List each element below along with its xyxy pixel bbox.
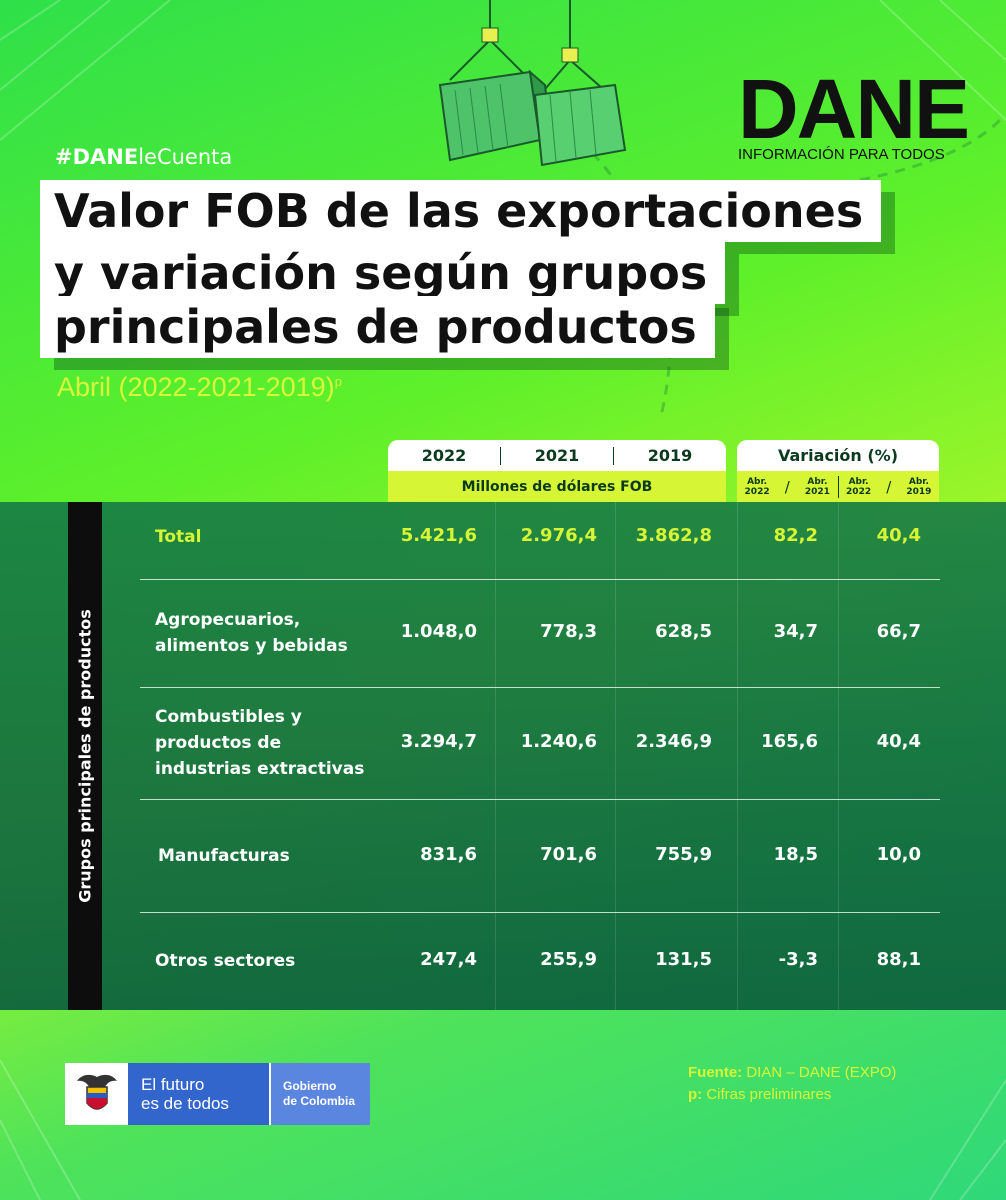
table-cell: 40,4 (876, 524, 921, 546)
year-header-2022: 2022 (421, 446, 467, 465)
header-divider (613, 446, 614, 465)
gov-logo: El futuro es de todos Gobierno de Colombia (65, 1063, 370, 1125)
table-cell: -3,3 (778, 949, 818, 970)
table-cell: 10,0 (876, 843, 921, 865)
gov-slogan: El futuro es de todos (128, 1063, 269, 1125)
table-cell: 3.294,7 (400, 731, 477, 752)
row-separator (140, 912, 940, 913)
colombia-coat-of-arms-icon (65, 1063, 128, 1125)
side-bar (68, 502, 102, 1010)
table-cell: 131,5 (655, 949, 712, 970)
table-cell: 88,1 (876, 949, 921, 970)
subtitle: Abril (2022-2021-2019)p (57, 372, 342, 402)
column-divider (615, 502, 616, 1010)
table-cell: 165,6 (761, 731, 818, 752)
title-line-1: Valor FOB de las exportaciones (40, 180, 882, 242)
column-divider (495, 502, 496, 1010)
table-panel (0, 502, 1006, 1010)
table-cell: 2.976,4 (520, 524, 597, 546)
title-line-2: y variación según grupos (40, 242, 726, 304)
table-cell: 1.240,6 (520, 731, 597, 752)
table-cell: 247,4 (420, 949, 477, 970)
fob-subheader: Millones de dólares FOB (388, 471, 726, 502)
row-label: Agropecuarios, alimentos y bebidas (155, 610, 348, 656)
table-cell: 255,9 (540, 949, 597, 970)
year-header-2021: 2021 (534, 446, 580, 465)
table-cell: 701,6 (540, 843, 597, 865)
table-cell: 5.421,6 (400, 524, 477, 546)
table-cell: 755,9 (655, 843, 712, 865)
row-label: Total (155, 526, 202, 547)
logo-word: DANE (738, 62, 970, 156)
table-cell: 628,5 (655, 621, 712, 642)
source-note: Fuente: DIAN – DANE (EXPO) p: Cifras pre… (688, 1064, 897, 1103)
gov-name: Gobierno de Colombia (271, 1063, 370, 1125)
year-headers: 2022 2021 2019 (388, 440, 726, 471)
title-line-3: principales de productos (40, 296, 715, 358)
table-cell: 2.346,9 (635, 731, 712, 752)
variation-subheader: Abr. 2022 / Abr. 2021 Abr. 2022 / Abr. 2019 (737, 471, 939, 502)
shipping-container-icon (438, 0, 627, 167)
table-cell: 66,7 (876, 621, 921, 642)
row-label: Manufacturas (158, 845, 290, 866)
logo-tagline: INFORMACIÓN PARA TODOS (738, 146, 945, 163)
table-cell: 34,7 (773, 621, 818, 642)
table-cell: 40,4 (876, 731, 921, 752)
variation-header: Variación (%) (737, 440, 939, 471)
table-cell: 1.048,0 (400, 621, 477, 642)
row-separator (140, 687, 940, 688)
row-separator (140, 799, 940, 800)
header-divider (500, 446, 501, 465)
row-separator (140, 579, 940, 580)
row-label: Combustibles y productos de industrias ext… (155, 707, 365, 779)
table-cell: 778,3 (540, 621, 597, 642)
column-divider (838, 502, 839, 1010)
column-divider (737, 502, 738, 1010)
hashtag: #DANEleCuenta (55, 145, 233, 169)
table-cell: 18,5 (773, 843, 818, 865)
dane-logo: DANE INFORMACIÓN PARA TODOS (738, 62, 970, 163)
side-label: Grupos principales de productos (75, 609, 95, 903)
row-label: Otros sectores (155, 951, 296, 971)
table-cell: 82,2 (773, 524, 818, 546)
year-header-2019: 2019 (647, 446, 693, 465)
table-cell: 831,6 (420, 843, 477, 865)
table-cell: 3.862,8 (635, 524, 712, 546)
